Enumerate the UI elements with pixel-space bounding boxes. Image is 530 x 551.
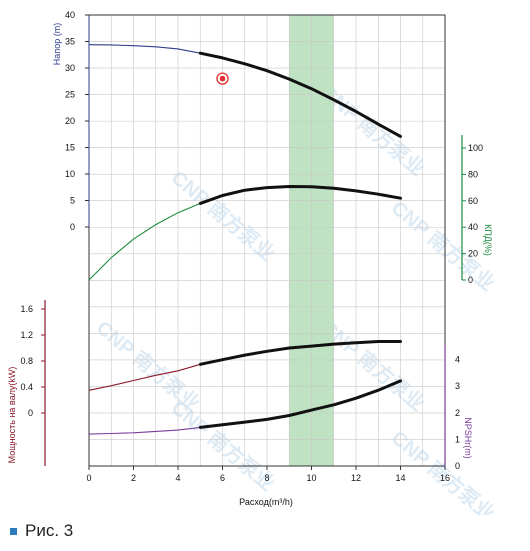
head-tick-label: 40 [65, 10, 75, 20]
performance-curves [88, 44, 402, 435]
head-tick-label: 25 [65, 90, 75, 100]
efficiency-tick-label: 40 [468, 222, 478, 232]
head-tick-label: 20 [65, 116, 75, 126]
x-tick-label: 10 [306, 473, 316, 483]
x-tick-label: 16 [440, 473, 450, 483]
x-tick-label: 8 [264, 473, 269, 483]
power-tick-label: 0.4 [20, 382, 33, 392]
head-axis-title: Напор (m) [52, 23, 62, 65]
head-curve-operating [198, 51, 402, 138]
power-tick-label: 0.8 [20, 356, 33, 366]
npsh-tick-label: 0 [455, 461, 460, 471]
efficiency-tick-label: 80 [468, 169, 478, 179]
efficiency-tick-label: 60 [468, 196, 478, 206]
x-axis-title: Расход(m³/h) [239, 497, 293, 507]
head-tick-label: 30 [65, 63, 75, 73]
npsh-curve-operating [198, 379, 402, 429]
efficiency-curve-operating [198, 185, 402, 205]
npsh-axis-title: NPSHr(m) [463, 417, 473, 459]
x-tick-label: 0 [86, 473, 91, 483]
head-tick-label: 15 [65, 143, 75, 153]
efficiency-tick-label: 0 [468, 275, 473, 285]
power-tick-label: 1.6 [20, 304, 33, 314]
efficiency-tick-label: 100 [468, 143, 483, 153]
duty-point-dot [219, 75, 226, 82]
caption-bullet-icon [10, 527, 17, 535]
x-tick-label: 14 [395, 473, 405, 483]
power-axis-title: Мощность на валу(kW) [7, 367, 17, 464]
power-curve-operating [198, 340, 402, 366]
axis-ticks: 0 2 4 6 8 10 12 14 16051015202530354002040608010… [20, 10, 483, 483]
head-tick-label: 35 [65, 37, 75, 47]
npsh-tick-label: 2 [455, 408, 460, 418]
x-tick-label: 12 [351, 473, 361, 483]
figure-caption: Рис. 3 [10, 521, 73, 541]
npsh-curve-low-flow [88, 426, 201, 435]
npsh-tick-label: 3 [455, 381, 460, 391]
head-curve-low-flow [88, 44, 201, 54]
head-tick-label: 0 [70, 222, 75, 232]
duty-point-marker [216, 72, 229, 85]
head-tick-label: 10 [65, 169, 75, 179]
efficiency-axis-title: КПД(%) [483, 224, 493, 256]
power-tick-label: 1.2 [20, 330, 33, 340]
power-tick-label: 0 [28, 408, 33, 418]
efficiency-curve-low-flow [88, 202, 201, 281]
x-tick-label: 4 [175, 473, 180, 483]
x-tick-label: 2 [131, 473, 136, 483]
npsh-tick-label: 1 [455, 434, 460, 444]
npsh-tick-label: 4 [455, 355, 460, 365]
efficiency-tick-label: 20 [468, 249, 478, 259]
head-tick-label: 5 [70, 196, 75, 206]
x-tick-label: 6 [220, 473, 225, 483]
caption-text: Рис. 3 [25, 521, 74, 540]
power-curve-low-flow [88, 363, 201, 391]
